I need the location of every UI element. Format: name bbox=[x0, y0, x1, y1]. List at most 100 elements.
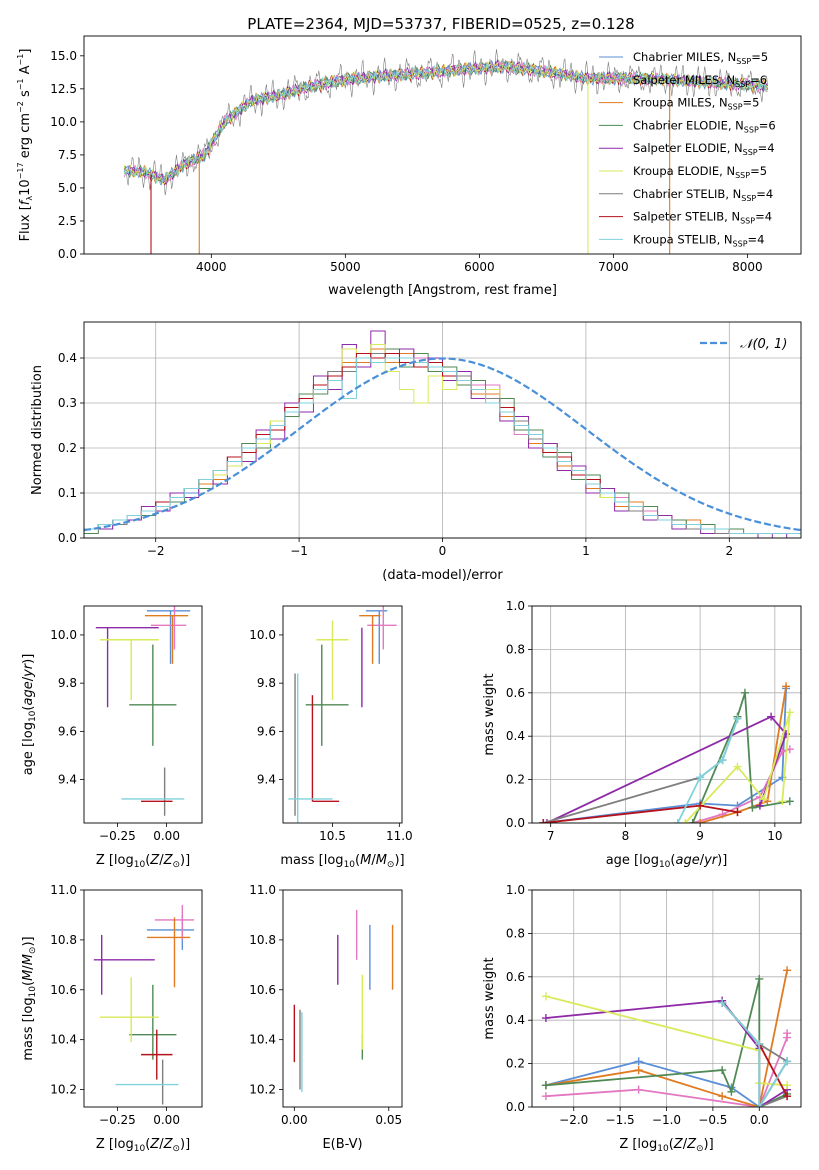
mass-weight-vs-metallicity-marker bbox=[634, 1085, 643, 1094]
mass-weight-vs-metallicity-ylabel: mass weight bbox=[482, 957, 497, 1039]
residual-ytick-label: 0.1 bbox=[58, 486, 77, 500]
spectrum-lines bbox=[123, 49, 768, 254]
mass-weight-vs-metallicity-marker bbox=[783, 1081, 792, 1090]
spectrum-frame bbox=[83, 35, 802, 255]
mass-weight-vs-metallicity-marker bbox=[718, 998, 727, 1007]
legend-label-name: Kroupa MILES, N bbox=[633, 96, 728, 110]
mass-vs-metallicity-xtick-label: 0.00 bbox=[153, 1113, 180, 1127]
age-vs-mass-axes: 10.5 11.0 9.4 9.6 9.8 10.0 bbox=[249, 628, 412, 843]
spectrum-line-kroupa-elodie bbox=[123, 61, 768, 185]
legend-label-count: =6 bbox=[759, 118, 776, 132]
age-vs-metallicity-xtick-label: −0.25 bbox=[99, 829, 136, 843]
mass-weight-vs-metallicity-marker bbox=[783, 1029, 792, 1038]
mass-weight-vs-metallicity-marker bbox=[755, 974, 764, 983]
legend-label-sub: SSP bbox=[735, 171, 750, 180]
age-vs-metallicity-xlabel: Z [log10(Z/Z⊙)] bbox=[96, 853, 190, 870]
spectrum-xtick-label: 5000 bbox=[330, 260, 361, 274]
legend-label-name: Chabrier ELODIE, N bbox=[633, 118, 744, 132]
mass-weight-vs-age-marker bbox=[733, 808, 742, 817]
mass-weight-vs-metallicity-marker bbox=[727, 1087, 736, 1096]
mass-weight-vs-age-marker bbox=[782, 682, 791, 691]
legend-label-count: =5 bbox=[750, 164, 767, 178]
residual-ytick-label: 0.4 bbox=[58, 351, 77, 365]
age-vs-mass-xlabel: mass [log10(M/M⊙)] bbox=[280, 853, 404, 870]
mass-weight-vs-age-marker bbox=[688, 819, 697, 823]
age-vs-mass-frame bbox=[282, 605, 403, 824]
mass-weight-vs-metallicity-ytick-label: 0.6 bbox=[506, 970, 525, 984]
spectrum-ytick-label: 12.5 bbox=[50, 82, 77, 96]
mass-weight-vs-age-marker bbox=[673, 819, 682, 823]
legend-label-count: =6 bbox=[750, 73, 767, 87]
residual-xtick-label: −2 bbox=[147, 544, 165, 558]
mass-vs-reddening-ytick-label: 10.6 bbox=[249, 983, 276, 997]
mass-vs-reddening-xtick-label: 0.00 bbox=[281, 1113, 308, 1127]
age-vs-metallicity-ylabel: age [log10(age/yr)] bbox=[21, 654, 38, 776]
residual-xtick-label: 2 bbox=[725, 544, 733, 558]
age-vs-metallicity-ytick-label: 9.8 bbox=[58, 676, 77, 690]
age-vs-metallicity-ytick-label: 10.0 bbox=[50, 628, 77, 642]
mass-vs-metallicity-ytick-label: 10.2 bbox=[50, 1083, 77, 1097]
spectrum-xtick-label: 6000 bbox=[464, 260, 495, 274]
legend-label-name: Salpeter MILES, N bbox=[633, 73, 735, 87]
legend-label: Kroupa ELODIE, NSSP=5 bbox=[633, 164, 767, 180]
mass-weight-vs-metallicity-ytick-label: 0.0 bbox=[506, 1100, 525, 1114]
age-vs-mass-xtick-label: 11.0 bbox=[386, 829, 413, 843]
mass-weight-vs-metallicity-xtick-label: 0.0 bbox=[750, 1113, 769, 1127]
mass-weight-vs-age-marker bbox=[740, 688, 749, 697]
legend-label: Chabrier MILES, NSSP=5 bbox=[633, 50, 768, 66]
mass-weight-vs-age-ytick-label: 0.0 bbox=[506, 816, 525, 830]
age-vs-metallicity-errorbars bbox=[95, 606, 191, 816]
mass-weight-vs-age-marker bbox=[539, 819, 548, 823]
legend-label-sub: SSP bbox=[736, 57, 751, 66]
mass-weight-vs-metallicity-marker bbox=[718, 1066, 727, 1075]
mass-weight-vs-age-marker bbox=[748, 803, 757, 812]
age-vs-metallicity-ytick-label: 9.4 bbox=[58, 773, 77, 787]
spectrum-ylabel: Flux [fλ10−17 erg cm−2 s−1 A−1] bbox=[16, 49, 34, 242]
mass-vs-reddening-ytick-label: 11.0 bbox=[249, 883, 276, 897]
normal-curve bbox=[84, 357, 801, 532]
spectrum-xtick-label: 8000 bbox=[732, 260, 763, 274]
legend-label-name: Kroupa STELIB, N bbox=[633, 232, 733, 246]
age-vs-metallicity-axes: −0.25 0.00 9.4 9.6 9.8 10.0 bbox=[50, 628, 180, 843]
legend-label: Salpeter ELODIE, NSSP=4 bbox=[633, 141, 775, 157]
mass-vs-metallicity-ylabel: mass [log10(M/M⊙)] bbox=[21, 936, 38, 1060]
mass-vs-metallicity-ytick-label: 10.8 bbox=[50, 933, 77, 947]
mass-weight-vs-age-ytick-label: 0.2 bbox=[506, 773, 525, 787]
mass-weight-vs-metallicity-xtick-label: −1.5 bbox=[606, 1113, 635, 1127]
mass-vs-reddening-ytick-label: 10.8 bbox=[249, 933, 276, 947]
mass-weight-vs-age-ytick-label: 0.6 bbox=[506, 686, 525, 700]
mass-weight-vs-age-marker bbox=[755, 801, 764, 810]
mass-weight-vs-age-marker bbox=[681, 819, 690, 823]
mass-weight-vs-age-xtick-label: 8 bbox=[622, 829, 630, 843]
mass-weight-vs-metallicity-xtick-label: −0.5 bbox=[698, 1113, 727, 1127]
residual-xtick-label: 0 bbox=[439, 544, 447, 558]
mass-vs-metallicity-ytick-label: 10.4 bbox=[50, 1033, 77, 1047]
mass-vs-metallicity-errorbars bbox=[93, 904, 195, 1105]
mass-weight-vs-metallicity-marker bbox=[783, 1092, 792, 1101]
mass-vs-reddening-frame bbox=[282, 889, 403, 1108]
mass-weight-vs-age-marker bbox=[785, 797, 794, 806]
residual-xtick-label: 1 bbox=[582, 544, 590, 558]
spectrum-ytick-label: 7.5 bbox=[58, 148, 77, 162]
mass-weight-vs-age-xtick-label: 10 bbox=[767, 829, 782, 843]
mass-vs-reddening-xtick-label: 0.05 bbox=[375, 1113, 402, 1127]
mass-weight-vs-metallicity-frame bbox=[531, 889, 802, 1108]
mass-weight-vs-metallicity-marker bbox=[755, 1103, 764, 1107]
mass-vs-reddening-ytick-label: 10.4 bbox=[249, 1033, 276, 1047]
spectrum-ytick-label: 5.0 bbox=[58, 181, 77, 195]
mass-vs-metallicity-axes: −0.25 0.00 10.2 10.4 10.6 10.8 11.0 bbox=[50, 883, 180, 1127]
mass-weight-vs-age-marker bbox=[542, 819, 551, 823]
mass-weight-vs-metallicity-marker bbox=[541, 1081, 550, 1090]
mass-weight-vs-metallicity-marker bbox=[634, 1057, 643, 1066]
age-vs-mass-errorbars bbox=[288, 606, 397, 823]
mass-weight-vs-metallicity-xtick-label: −2.0 bbox=[559, 1113, 588, 1127]
legend-label-sub: SSP bbox=[744, 125, 759, 134]
mass-weight-vs-age-marker bbox=[767, 712, 776, 721]
mass-weight-vs-age-lines bbox=[539, 682, 794, 823]
mass-weight-vs-metallicity-marker bbox=[634, 1066, 643, 1075]
mass-weight-vs-age-marker bbox=[696, 819, 705, 823]
spectrum-line-kroupa-stelib bbox=[123, 59, 768, 184]
mass-weight-vs-age-marker bbox=[785, 708, 794, 717]
mass-weight-vs-metallicity-marker bbox=[783, 966, 792, 975]
